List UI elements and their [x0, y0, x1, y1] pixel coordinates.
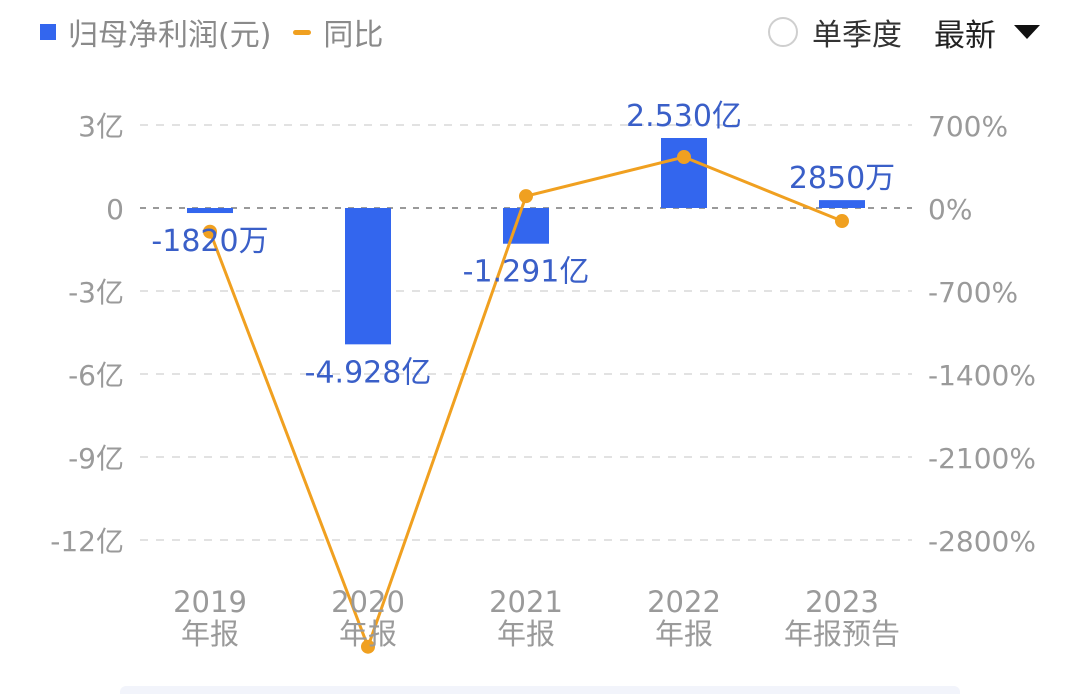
x-tick-label: 年报: [497, 617, 555, 651]
x-tick-label: 2020: [331, 585, 405, 619]
y-left-tick-label: -6亿: [68, 359, 124, 392]
period-dropdown[interactable]: 最新: [934, 10, 1040, 55]
period-dropdown-value: 最新: [934, 17, 996, 54]
y-left-tick-label: 0: [106, 193, 124, 226]
y-left-tick-label: -12亿: [50, 525, 124, 558]
legend-item-yoy[interactable]: 同比: [293, 10, 383, 54]
yoy-point: [677, 150, 691, 165]
bar-data-label: 2.530亿: [626, 99, 742, 134]
y-right-tick-label: 700%: [928, 110, 1008, 143]
legend-item-net-profit[interactable]: 归母净利润(元): [40, 10, 271, 54]
bar: [345, 208, 391, 345]
bar-data-label: -4.928亿: [305, 355, 432, 390]
y-right-tick-label: -2800%: [928, 525, 1036, 558]
bar-data-label: -1820万: [151, 224, 268, 259]
x-tick-label: 2022: [647, 585, 721, 619]
yoy-point: [203, 224, 217, 239]
x-tick-label: 年报预告: [784, 617, 900, 651]
y-right-tick-label: -700%: [928, 276, 1018, 309]
y-left-tick-label: -9亿: [68, 442, 124, 475]
bar: [187, 208, 233, 214]
chart-controls: 单季度 最新: [768, 10, 1040, 54]
x-tick-label: 2023: [805, 585, 879, 619]
line-swatch-icon: [293, 29, 312, 35]
yoy-point: [835, 214, 849, 229]
quarterly-label: 单季度: [812, 18, 902, 53]
bar-swatch-icon: [40, 24, 56, 40]
radio-circle-icon[interactable]: [768, 17, 798, 47]
bar: [819, 200, 865, 208]
x-tick-label: 2019: [173, 585, 247, 619]
x-tick-label: 2021: [489, 585, 563, 619]
y-left-tick-label: -3亿: [68, 276, 124, 309]
yoy-point: [361, 639, 375, 654]
bar-data-label: -1.291亿: [463, 255, 590, 290]
legend-label-net-profit: 归母净利润(元): [68, 18, 272, 53]
bar: [661, 138, 707, 208]
chart-legend: 归母净利润(元) 同比: [40, 10, 383, 54]
yoy-point: [519, 189, 533, 204]
bar-data-label: 2850万: [789, 161, 895, 196]
x-tick-label: 年报: [339, 617, 397, 651]
y-left-tick-label: 3亿: [78, 110, 124, 143]
x-tick-label: 年报: [181, 617, 239, 651]
y-right-tick-label: -1400%: [928, 359, 1036, 392]
y-right-tick-label: 0%: [928, 193, 972, 226]
legend-label-yoy: 同比: [323, 18, 384, 53]
caret-down-icon: [1014, 25, 1040, 39]
x-tick-label: 年报: [655, 617, 713, 651]
y-right-tick-label: -2100%: [928, 442, 1036, 475]
bottom-divider: [120, 686, 960, 694]
quarterly-toggle[interactable]: 单季度: [768, 10, 902, 54]
